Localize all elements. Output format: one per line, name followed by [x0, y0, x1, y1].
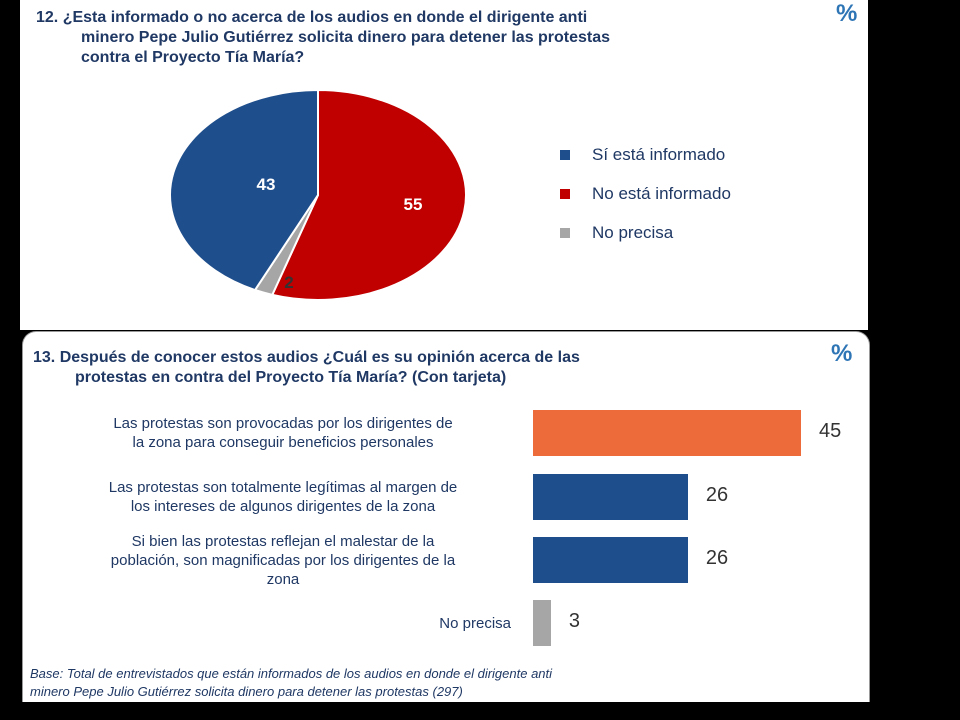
bar-value-3: 3	[568, 610, 580, 632]
legend-swatch-2	[560, 228, 570, 238]
question-12-title-line2: minero Pepe Julio Gutiérrez solicita din…	[81, 29, 611, 46]
question-12-title-line3: contra el Proyecto Tía María?	[81, 49, 305, 66]
legend-label-0: Sí está informado	[592, 145, 726, 164]
bar-label-1: Las protestas son totalmente legítimas a…	[43, 478, 523, 516]
bar-label-0-line-0: Las protestas son provocadas por los dir…	[113, 415, 453, 432]
legend-item-0: Sí está informado	[560, 145, 725, 165]
bar-value-2: 26	[705, 547, 729, 569]
bar-value-1: 26	[705, 484, 729, 506]
base-note-line1: Base: Total de entrevistados que están i…	[30, 666, 553, 681]
bar-label-1-line-0: Las protestas son totalmente legítimas a…	[108, 479, 458, 496]
base-note-line2: minero Pepe Julio Gutiérrez solicita din…	[30, 684, 463, 699]
pie-slice-1	[270, 88, 467, 301]
bar-label-3: No precisa	[43, 614, 511, 633]
legend-swatch-0	[560, 150, 570, 160]
bar-label-2-line-0: Si bien las protestas reflejan el malest…	[131, 533, 435, 550]
question-13-title-line1: 13. Después de conocer estos audios ¿Cuá…	[33, 349, 580, 366]
percent-mark-12: %	[836, 0, 858, 27]
bar-label-0: Las protestas son provocadas por los dir…	[43, 414, 523, 452]
question-12-title: 12. ¿Esta informado o no acerca de los a…	[36, 8, 816, 68]
pie-slice-label-1: 55	[404, 195, 423, 214]
bar-label-2-line-2: zona	[266, 571, 300, 588]
pie-slice-label-2: 2	[284, 273, 293, 292]
legend-label-1: No está informado	[592, 184, 731, 203]
pie-slice-0	[169, 88, 319, 292]
question-13-title-line2: protestas en contra del Proyecto Tía Mar…	[75, 369, 507, 386]
percent-mark-13: %	[831, 340, 853, 367]
pie-chart: 43 55 2	[169, 88, 467, 301]
question-12-panel: 12. ¿Esta informado o no acerca de los a…	[20, 0, 868, 330]
legend-item-1: No está informado	[560, 184, 731, 204]
bar-label-3-line-0: No precisa	[439, 615, 511, 632]
bar-label-0-line-1: la zona para conseguir beneficios person…	[132, 434, 434, 451]
bar-3	[533, 600, 551, 646]
legend-swatch-1	[560, 189, 570, 199]
bar-1	[533, 474, 688, 520]
bar-value-0: 45	[819, 420, 842, 442]
legend-label-2: No precisa	[592, 223, 674, 242]
question-13-panel: 13. Después de conocer estos audios ¿Cuá…	[22, 331, 870, 702]
bar-label-1-line-1: los intereses de algunos dirigentes de l…	[130, 498, 436, 515]
bar-0	[533, 410, 801, 456]
pie-slice-label-0: 43	[257, 175, 276, 194]
bar-2	[533, 537, 688, 583]
legend-item-2: No precisa	[560, 223, 673, 243]
base-note: Base: Total de entrevistados que están i…	[30, 665, 830, 701]
bar-label-2: Si bien las protestas reflejan el malest…	[43, 532, 523, 589]
question-12-title-line1: 12. ¿Esta informado o no acerca de los a…	[36, 9, 588, 26]
bar-label-2-line-1: población, son magnificadas por los diri…	[110, 552, 456, 569]
question-13-title: 13. Después de conocer estos audios ¿Cuá…	[33, 348, 813, 388]
